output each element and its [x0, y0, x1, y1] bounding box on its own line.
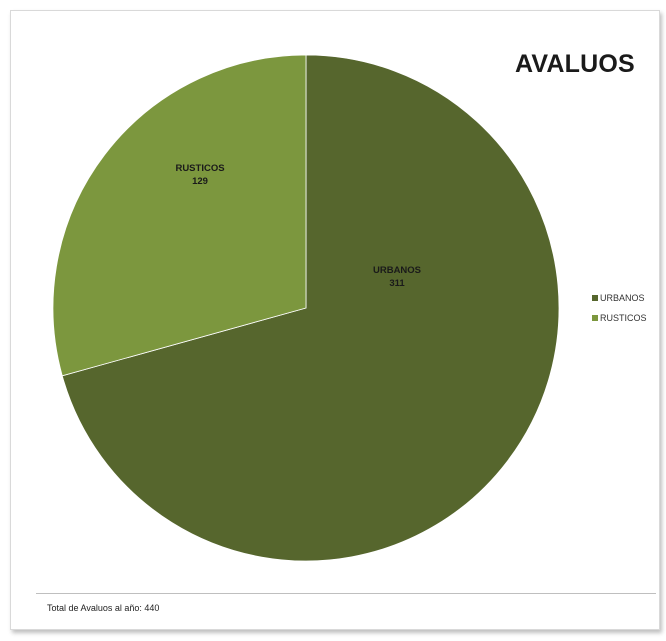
- legend-label-urbanos: URBANOS: [600, 293, 645, 303]
- chart-title: AVALUOS: [515, 50, 635, 78]
- legend: URBANOS RUSTICOS: [592, 288, 647, 328]
- data-label-name-urbanos: URBANOS: [373, 265, 421, 276]
- footer-divider: [36, 593, 656, 594]
- pie-slice-urbanos: [61, 54, 560, 562]
- legend-swatch-urbanos: [592, 295, 598, 301]
- legend-item-rusticos: RUSTICOS: [592, 308, 647, 328]
- data-label-value-rusticos: 129: [192, 176, 208, 187]
- legend-item-urbanos: URBANOS: [592, 288, 647, 308]
- footer-total: Total de Avaluos al año: 440: [47, 603, 160, 613]
- data-label-value-urbanos: 311: [389, 278, 405, 289]
- legend-swatch-rusticos: [592, 315, 598, 321]
- legend-label-rusticos: RUSTICOS: [600, 313, 647, 323]
- data-label-name-rusticos: RUSTICOS: [175, 163, 224, 174]
- pie-slice-rusticos: [52, 54, 307, 377]
